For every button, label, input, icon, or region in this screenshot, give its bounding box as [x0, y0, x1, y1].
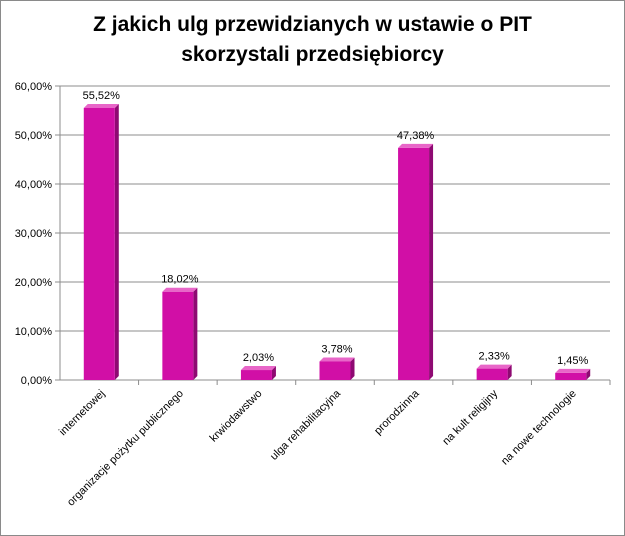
bar	[240, 370, 272, 380]
category-label: na nowe technologie	[499, 388, 579, 468]
data-label: 3,78%	[321, 343, 352, 355]
bar-side	[193, 287, 198, 380]
chart-title: Z jakich ulg przewidzianych w ustawie o …	[93, 13, 532, 66]
y-tick-label: 0,00%	[21, 375, 52, 387]
category-label: krwiodawstwo	[208, 388, 265, 445]
data-label: 1,45%	[557, 355, 588, 367]
y-tick-label: 10,00%	[15, 326, 53, 338]
bar	[476, 368, 508, 380]
bar-side	[586, 368, 591, 380]
data-label: 18,02%	[161, 274, 199, 286]
y-tick-label: 60,00%	[15, 81, 53, 93]
bar-top	[240, 366, 276, 371]
data-label: 2,33%	[479, 351, 510, 363]
bar-side	[114, 103, 119, 381]
bar-top	[319, 357, 355, 362]
y-tick-label: 50,00%	[15, 130, 53, 142]
bar-side	[271, 366, 276, 380]
category-label: ulga rehabilitacyjna	[268, 387, 344, 463]
bars	[83, 103, 591, 381]
bar-top	[398, 143, 434, 148]
bar-top	[83, 103, 119, 108]
data-label: 2,03%	[243, 352, 274, 364]
bar-side	[350, 357, 355, 380]
bar	[162, 291, 194, 380]
y-tick-label: 20,00%	[15, 277, 53, 289]
y-tick-label: 30,00%	[15, 228, 53, 240]
bar	[319, 361, 351, 380]
bar-side	[429, 143, 434, 380]
data-label: 47,38%	[397, 130, 435, 142]
bar-top	[476, 364, 512, 369]
bar	[83, 107, 115, 381]
bar	[555, 372, 587, 380]
category-label: na kult religijny	[440, 387, 500, 447]
axes	[55, 85, 611, 385]
bar-side	[507, 364, 512, 380]
y-tick-label: 40,00%	[15, 179, 53, 191]
bar	[398, 147, 430, 380]
category-label: internetowej	[57, 388, 107, 438]
category-label: prorodzinna	[372, 387, 422, 437]
bar-top	[162, 287, 198, 292]
gridlines	[60, 85, 610, 332]
data-label: 55,52%	[83, 90, 121, 102]
bar-top	[555, 368, 591, 373]
